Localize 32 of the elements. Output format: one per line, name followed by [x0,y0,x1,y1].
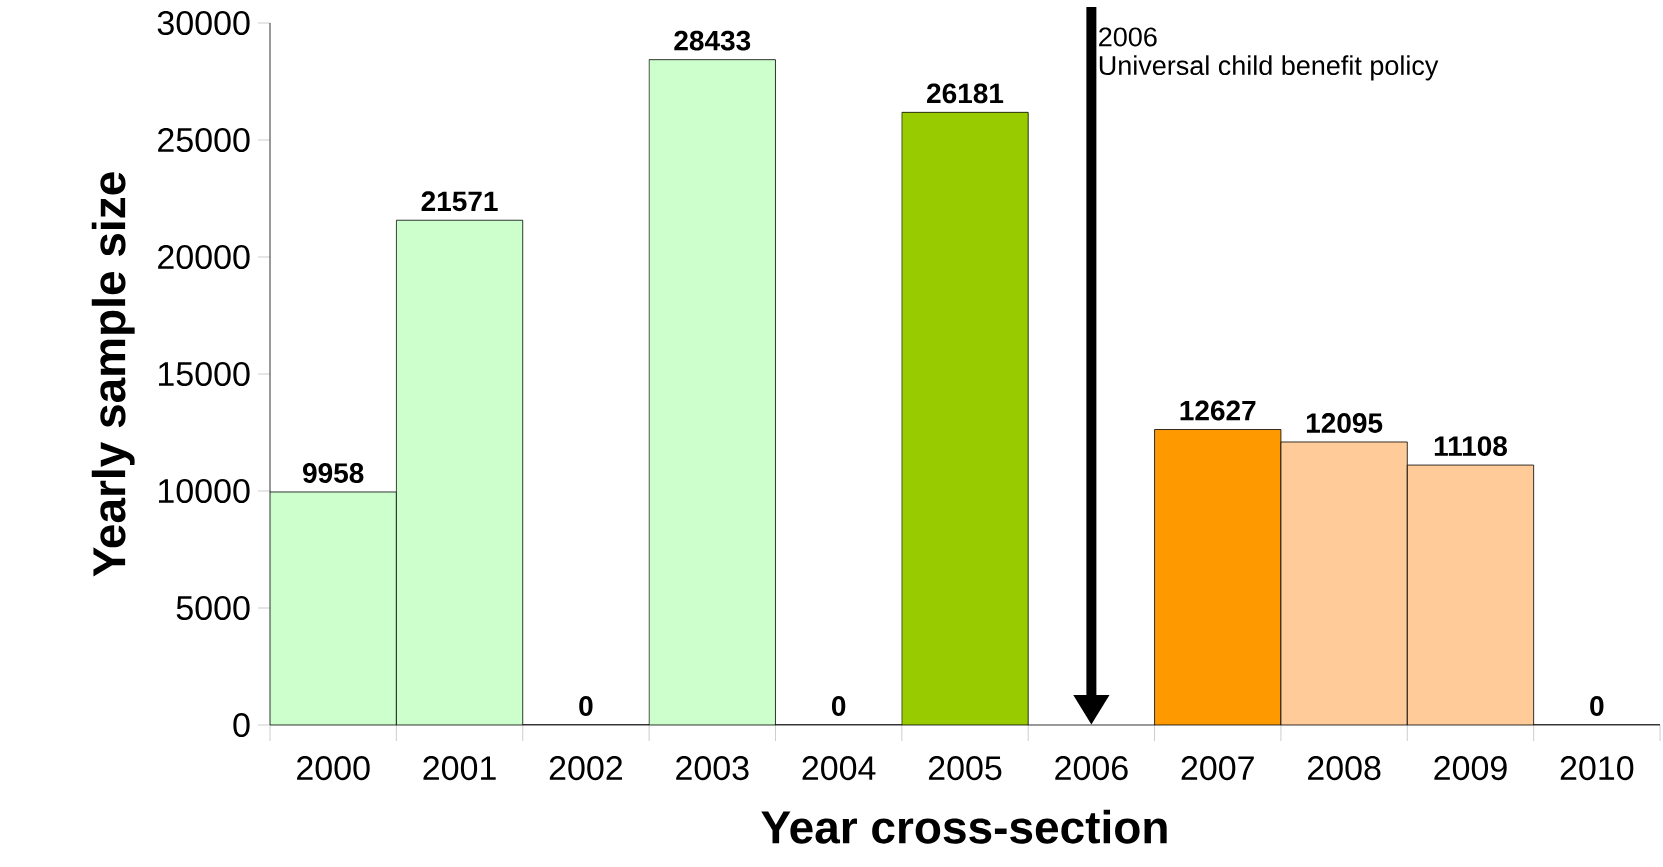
y-axis-title: Yearly sample size [91,172,135,577]
x-tick-label: 2010 [1560,756,1634,781]
data-label: 0 [1590,696,1604,716]
x-tick-label: 2002 [549,756,622,781]
data-label: 12627 [1180,400,1256,421]
x-tick-label: 2005 [928,756,1002,781]
data-label: 12095 [1306,413,1383,433]
y-tick-label: 15000 [159,361,250,387]
x-axis-title: Year cross-section [761,809,1167,844]
annotation: Universal child benefit policy [1099,55,1439,81]
x-tick-label: 2008 [1308,756,1381,781]
x-tick-label: 2004 [802,756,876,781]
x-tick-label: 2006 [1055,756,1128,781]
y-tick-label: 0 [233,712,250,738]
y-tick-label: 30000 [157,10,250,36]
data-label: 9958 [303,463,364,483]
x-tick-label: 2009 [1434,756,1507,781]
annotation: 2006 [1099,27,1157,47]
y-tick-label: 5000 [176,595,250,621]
x-tick-label: 2001 [423,756,496,781]
x-tick-label: 2003 [676,756,749,781]
x-tick-label: 2000 [297,756,370,781]
x-tick-label: 2007 [1181,756,1254,781]
data-label: 26181 [927,83,1004,104]
y-tick-label: 20000 [158,244,250,270]
data-label: 21571 [421,191,498,212]
data-label: 28433 [674,30,751,51]
data-label: 0 [579,696,593,716]
y-tick-label: 10000 [159,478,250,504]
y-tick-label: 25000 [158,127,250,153]
data-label: 11108 [1434,436,1507,457]
data-label: 0 [831,696,846,716]
